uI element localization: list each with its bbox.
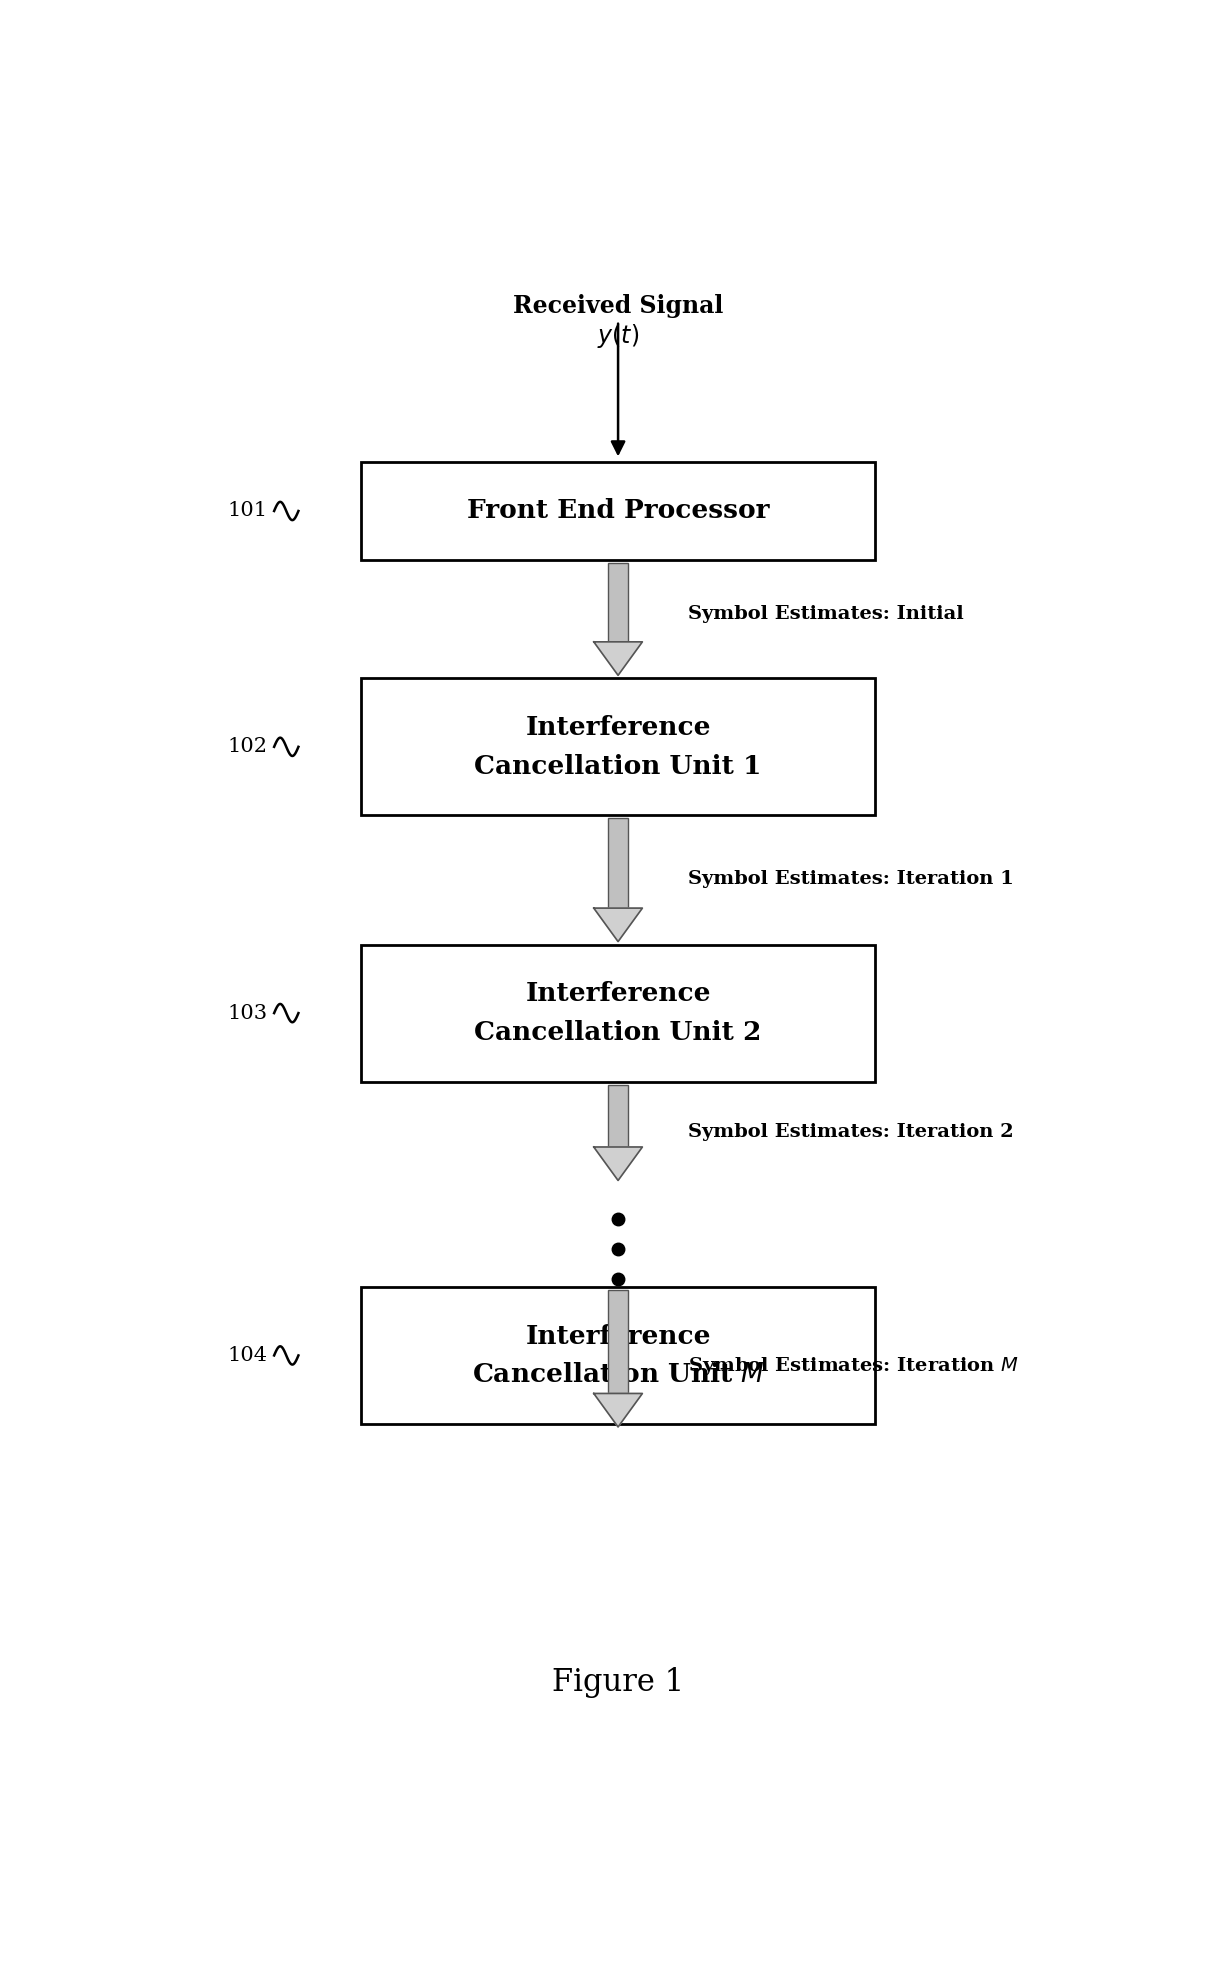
Polygon shape bbox=[593, 1146, 643, 1180]
Polygon shape bbox=[593, 909, 643, 943]
FancyBboxPatch shape bbox=[361, 945, 876, 1081]
Text: $y(t)$: $y(t)$ bbox=[597, 322, 639, 350]
Text: Interference: Interference bbox=[526, 1324, 710, 1350]
Text: Cancellation Unit 2: Cancellation Unit 2 bbox=[474, 1020, 762, 1045]
Text: Symbol Estimates: Iteration $M$: Symbol Estimates: Iteration $M$ bbox=[689, 1356, 1019, 1377]
Text: Symbol Estimates: Initial: Symbol Estimates: Initial bbox=[689, 605, 964, 624]
Text: Cancellation Unit 1: Cancellation Unit 1 bbox=[474, 753, 762, 779]
Polygon shape bbox=[593, 1393, 643, 1427]
Text: Interference: Interference bbox=[526, 715, 710, 741]
Text: Received Signal: Received Signal bbox=[513, 294, 724, 318]
Text: Symbol Estimates: Iteration 1: Symbol Estimates: Iteration 1 bbox=[689, 869, 1014, 887]
Polygon shape bbox=[593, 642, 643, 676]
Text: 102: 102 bbox=[228, 737, 268, 757]
FancyBboxPatch shape bbox=[608, 1290, 628, 1393]
Text: 103: 103 bbox=[228, 1004, 268, 1024]
FancyBboxPatch shape bbox=[608, 818, 628, 909]
FancyBboxPatch shape bbox=[361, 678, 876, 816]
Text: 104: 104 bbox=[228, 1346, 268, 1365]
Text: 101: 101 bbox=[228, 502, 268, 520]
Text: Figure 1: Figure 1 bbox=[552, 1668, 684, 1697]
Text: Interference: Interference bbox=[526, 982, 710, 1006]
Text: Cancellation Unit $M$: Cancellation Unit $M$ bbox=[472, 1361, 765, 1387]
FancyBboxPatch shape bbox=[361, 462, 876, 561]
Text: Symbol Estimates: Iteration 2: Symbol Estimates: Iteration 2 bbox=[689, 1122, 1014, 1140]
FancyBboxPatch shape bbox=[361, 1286, 876, 1425]
FancyBboxPatch shape bbox=[608, 1085, 628, 1146]
FancyBboxPatch shape bbox=[608, 563, 628, 642]
Text: Front End Processor: Front End Processor bbox=[467, 498, 769, 524]
